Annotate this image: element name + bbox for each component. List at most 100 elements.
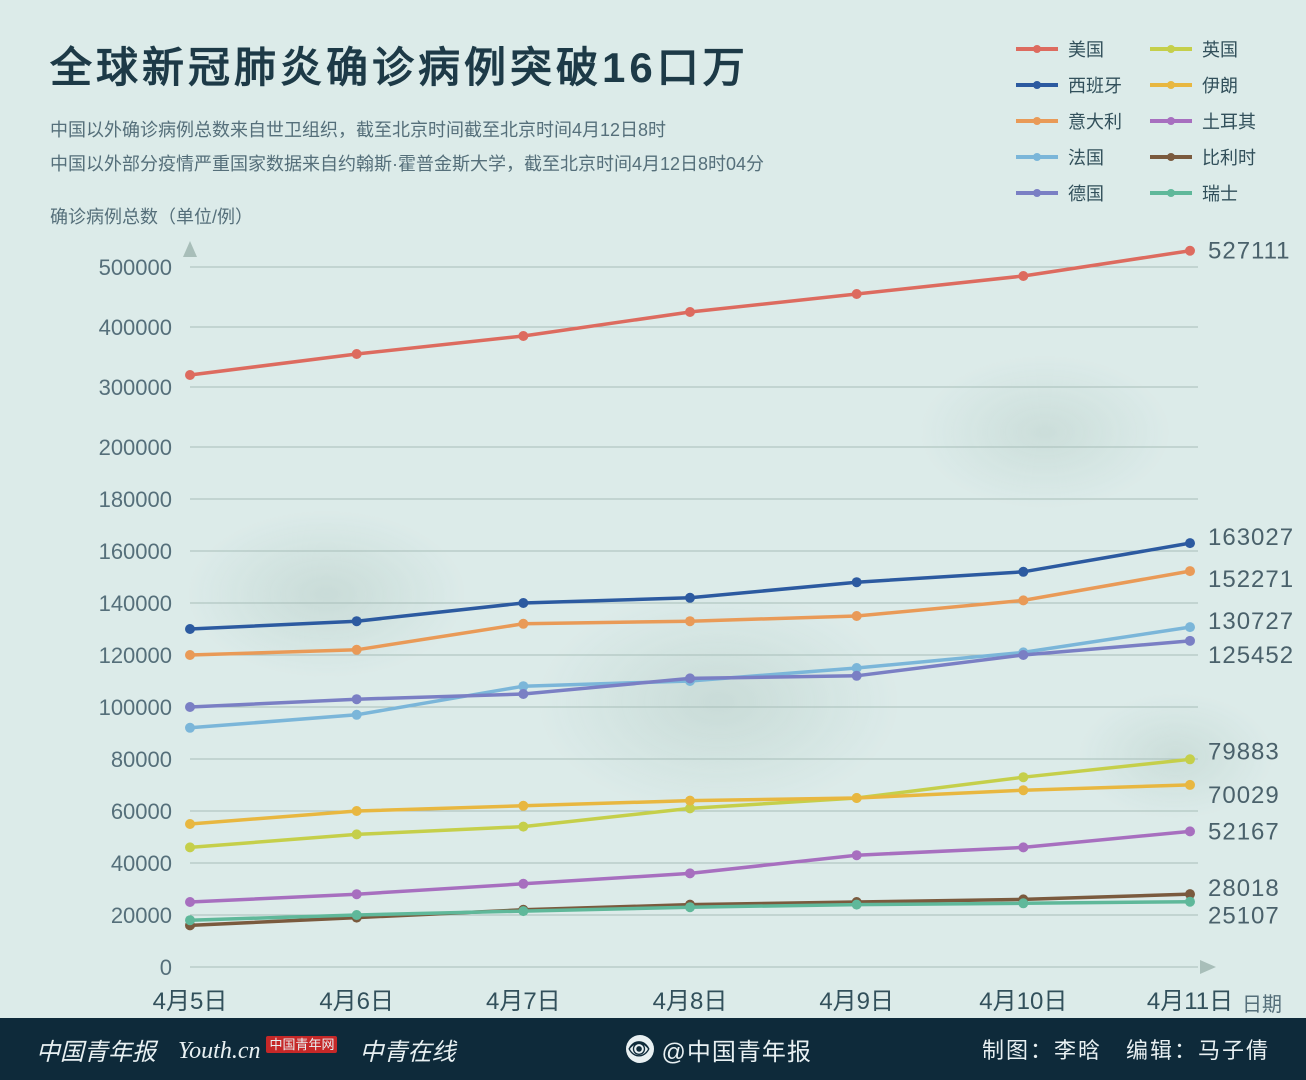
- svg-text:200000: 200000: [99, 435, 172, 460]
- legend-label: 瑞士: [1202, 180, 1238, 206]
- svg-text:4月5日: 4月5日: [153, 988, 228, 1015]
- line-chart: 0200004000060000800001000001200001400001…: [50, 237, 1256, 1037]
- series-point: [852, 611, 862, 621]
- legend-swatch: [1016, 119, 1058, 123]
- legend-item-belgium: 比利时: [1150, 144, 1256, 170]
- series-point: [518, 689, 528, 699]
- legend-label: 美国: [1068, 36, 1104, 62]
- series-point: [352, 349, 362, 359]
- legend-item-iran: 伊朗: [1150, 72, 1256, 98]
- series-point: [852, 578, 862, 588]
- series-point: [1018, 899, 1028, 909]
- legend-swatch: [1016, 47, 1058, 51]
- chart-legend: 美国 英国西班牙 伊朗意大利 土耳其法国 比利时德国 瑞士: [1016, 36, 1256, 206]
- series-point: [518, 801, 528, 811]
- series-point: [518, 619, 528, 629]
- series-end-label-usa: 527111: [1208, 238, 1291, 265]
- series-point: [685, 903, 695, 913]
- svg-text:400000: 400000: [99, 315, 172, 340]
- series-point: [685, 307, 695, 317]
- legend-label: 法国: [1068, 144, 1104, 170]
- series-point: [185, 897, 195, 907]
- series-line-spain: [190, 544, 1190, 630]
- svg-text:300000: 300000: [99, 375, 172, 400]
- series-point: [518, 598, 528, 608]
- series-point: [352, 806, 362, 816]
- svg-text:0: 0: [160, 955, 172, 980]
- series-point: [518, 879, 528, 889]
- legend-swatch: [1150, 155, 1192, 159]
- svg-text:4月8日: 4月8日: [653, 988, 728, 1015]
- legend-swatch: [1016, 155, 1058, 159]
- legend-swatch: [1016, 191, 1058, 195]
- series-point: [1185, 780, 1195, 790]
- series-point: [1185, 755, 1195, 765]
- series-point: [185, 370, 195, 380]
- series-point: [518, 906, 528, 916]
- series-point: [518, 331, 528, 341]
- series-end-label-italy: 152271: [1208, 566, 1294, 593]
- series-point: [852, 900, 862, 910]
- series-point: [185, 916, 195, 926]
- series-point: [685, 796, 695, 806]
- series-point: [685, 674, 695, 684]
- svg-text:80000: 80000: [111, 747, 172, 772]
- legend-label: 比利时: [1202, 144, 1256, 170]
- svg-text:4月10日: 4月10日: [979, 988, 1067, 1015]
- series-end-label-uk: 79883: [1208, 739, 1280, 766]
- footer-credits: 制图：李晗 编辑：马子倩: [982, 1033, 1270, 1065]
- legend-label: 伊朗: [1202, 72, 1238, 98]
- legend-label: 德国: [1068, 180, 1104, 206]
- series-point: [1018, 786, 1028, 796]
- series-end-label-iran: 70029: [1208, 782, 1280, 809]
- series-point: [1018, 843, 1028, 853]
- series-point: [185, 650, 195, 660]
- series-point: [352, 830, 362, 840]
- svg-text:500000: 500000: [99, 255, 172, 280]
- legend-item-uk: 英国: [1150, 36, 1256, 62]
- series-point: [352, 890, 362, 900]
- y-axis-title: 确诊病例总数（单位/例）: [50, 203, 1256, 229]
- svg-text:4月7日: 4月7日: [486, 988, 561, 1015]
- content-wrap: 全球新冠肺炎确诊病例突破16口万 中国以外确诊病例总数来自世卫组织，截至北京时间…: [0, 0, 1306, 1037]
- series-end-label-germany: 125452: [1208, 642, 1294, 669]
- svg-text:120000: 120000: [99, 643, 172, 668]
- svg-text:60000: 60000: [111, 799, 172, 824]
- footer-logo-1: 中国青年报: [36, 1032, 156, 1067]
- svg-text:4月9日: 4月9日: [819, 988, 894, 1015]
- legend-swatch: [1150, 83, 1192, 87]
- series-point: [352, 645, 362, 655]
- series-point: [185, 702, 195, 712]
- footer-handle: @中国青年报: [662, 1032, 812, 1067]
- series-point: [1018, 650, 1028, 660]
- svg-text:180000: 180000: [99, 487, 172, 512]
- legend-item-turkey: 土耳其: [1150, 108, 1256, 134]
- legend-item-spain: 西班牙: [1016, 72, 1122, 98]
- legend-swatch: [1150, 119, 1192, 123]
- series-point: [185, 624, 195, 634]
- weibo-icon: 👁: [626, 1035, 654, 1063]
- legend-item-usa: 美国: [1016, 36, 1122, 62]
- series-end-label-spain: 163027: [1208, 525, 1294, 552]
- series-point: [1018, 271, 1028, 281]
- series-point: [1018, 773, 1028, 783]
- series-point: [185, 723, 195, 733]
- series-end-label-turkey: 52167: [1208, 819, 1280, 846]
- series-point: [352, 617, 362, 627]
- series-end-label-swiss: 25107: [1208, 903, 1280, 930]
- legend-item-italy: 意大利: [1016, 108, 1122, 134]
- svg-text:40000: 40000: [111, 851, 172, 876]
- svg-text:140000: 140000: [99, 591, 172, 616]
- chart-svg: 0200004000060000800001000001200001400001…: [50, 237, 1306, 1037]
- series-point: [852, 671, 862, 681]
- series-point: [185, 819, 195, 829]
- series-point: [1018, 567, 1028, 577]
- footer-bar: 中国青年报 Youth.cn 中国青年网 中青在线 👁 @中国青年报 制图：李晗…: [0, 1018, 1306, 1080]
- series-point: [1185, 897, 1195, 907]
- series-point: [352, 695, 362, 705]
- legend-item-swiss: 瑞士: [1150, 180, 1256, 206]
- legend-swatch: [1150, 191, 1192, 195]
- footer-logos: 中国青年报 Youth.cn 中国青年网 中青在线: [36, 1032, 455, 1067]
- series-line-italy: [190, 571, 1190, 655]
- legend-swatch: [1150, 47, 1192, 51]
